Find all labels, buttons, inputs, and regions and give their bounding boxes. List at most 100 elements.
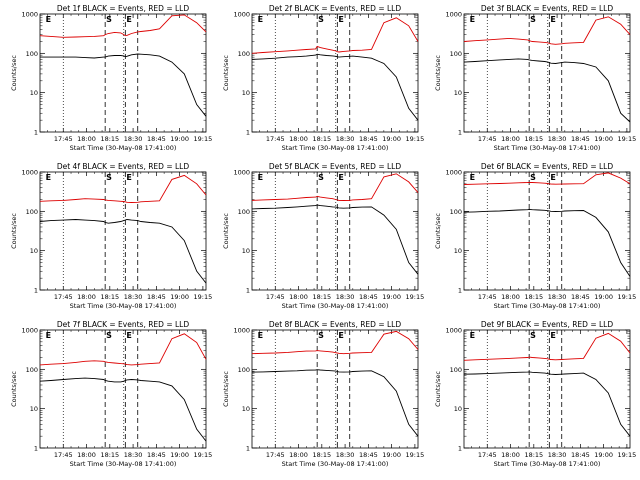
y-tick-label: 10: [454, 247, 462, 255]
marker-label: E: [46, 331, 51, 340]
marker-label: S: [530, 15, 536, 24]
marker-label: E: [470, 15, 475, 24]
chart-panel-4: Det 4f BLACK = Events, RED = LLD 1 10 100 10…: [10, 162, 212, 310]
y-tick-label: 100: [238, 208, 250, 216]
x-tick-label: 17:45: [478, 293, 497, 301]
chart-panel-3: Det 3f BLACK = Events, RED = LLD 1 10 100 10…: [434, 4, 636, 152]
marker-label: E: [550, 173, 555, 182]
y-tick-label: 1000: [21, 169, 38, 177]
x-tick-label: 19:15: [618, 451, 637, 459]
marker-label: E: [126, 173, 131, 182]
y-tick-label: 10: [454, 405, 462, 413]
events-series-line: [463, 58, 631, 123]
x-tick-label: 18:15: [100, 451, 119, 459]
y-tick-label: 10: [454, 89, 462, 97]
plot-frame: [463, 13, 631, 133]
marker-label: E: [258, 331, 263, 340]
lld-series-line: [463, 172, 631, 185]
y-tick-label: 1000: [445, 11, 462, 19]
marker-label: S: [318, 15, 324, 24]
y-tick-label: 10: [30, 405, 38, 413]
x-tick-label: 19:00: [594, 135, 613, 143]
events-series-line: [463, 208, 631, 277]
panel-title: Det 9f BLACK = Events, RED = LLD: [481, 320, 614, 329]
y-axis-label: Counts/sec: [10, 55, 18, 91]
chart-panel-1: Det 1f BLACK = Events, RED = LLD 1 10 100 10…: [10, 4, 212, 152]
x-axis-label: Start Time (30-May-08 17:41:00): [282, 302, 389, 310]
x-tick-label: 19:15: [406, 451, 425, 459]
x-tick-label: 18:00: [77, 293, 96, 301]
y-tick-label: 10: [30, 247, 38, 255]
panel-title: Det 4f BLACK = Events, RED = LLD: [57, 162, 190, 171]
chart-panel-8: Det 8f BLACK = Events, RED = LLD 1 10 100 10…: [222, 320, 424, 468]
x-tick-label: 19:15: [406, 293, 425, 301]
y-tick-label: 100: [450, 366, 462, 374]
x-axis-label: Start Time (30-May-08 17:41:00): [70, 144, 177, 152]
y-tick-label: 1000: [233, 11, 250, 19]
x-axis-label: Start Time (30-May-08 17:41:00): [494, 144, 601, 152]
marker-label: E: [470, 331, 475, 340]
marker-label: S: [318, 173, 324, 182]
chart-panel-6: Det 6f BLACK = Events, RED = LLD 1 10 100 10…: [434, 162, 636, 310]
lld-series-line: [251, 173, 419, 201]
y-axis-label: Counts/sec: [222, 55, 230, 91]
x-tick-label: 19:15: [618, 293, 637, 301]
marker-label: E: [338, 173, 343, 182]
x-tick-label: 19:00: [170, 451, 189, 459]
x-tick-label: 19:00: [382, 135, 401, 143]
x-tick-label: 17:45: [478, 135, 497, 143]
marker-label: E: [550, 331, 555, 340]
marker-label: E: [338, 331, 343, 340]
x-axis-label: Start Time (30-May-08 17:41:00): [282, 144, 389, 152]
marker-label: E: [258, 173, 263, 182]
y-tick-label: 1000: [233, 327, 250, 335]
lld-series-line: [39, 14, 207, 38]
y-tick-label: 1: [246, 445, 250, 453]
y-axis-label: Counts/sec: [222, 213, 230, 249]
x-tick-label: 18:15: [524, 451, 543, 459]
marker-label: E: [338, 15, 343, 24]
chart-panel-2: Det 2f BLACK = Events, RED = LLD 1 10 100 10…: [222, 4, 424, 152]
plot-frame: [251, 329, 419, 449]
y-tick-label: 1: [34, 287, 38, 295]
lld-series-line: [463, 332, 631, 361]
x-tick-label: 17:45: [266, 293, 285, 301]
events-series-line: [39, 377, 207, 442]
y-tick-label: 1: [458, 287, 462, 295]
y-tick-label: 1: [34, 445, 38, 453]
y-tick-label: 100: [238, 50, 250, 58]
x-tick-label: 18:00: [77, 135, 96, 143]
panel-title: Det 5f BLACK = Events, RED = LLD: [269, 162, 402, 171]
x-axis-label: Start Time (30-May-08 17:41:00): [70, 460, 177, 468]
x-tick-label: 17:45: [54, 293, 73, 301]
y-axis-label: Counts/sec: [10, 371, 18, 407]
x-tick-label: 18:00: [501, 293, 520, 301]
marker-label: S: [106, 173, 112, 182]
lld-series-line: [39, 174, 207, 203]
x-tick-label: 18:15: [100, 293, 119, 301]
y-tick-label: 1: [246, 129, 250, 137]
x-tick-label: 18:45: [571, 135, 590, 143]
x-tick-label: 19:15: [194, 451, 213, 459]
panel-title: Det 1f BLACK = Events, RED = LLD: [57, 4, 190, 13]
events-series-line: [251, 53, 419, 121]
marker-label: S: [106, 331, 112, 340]
lld-series-line: [39, 333, 207, 366]
y-tick-label: 1: [34, 129, 38, 137]
x-axis-label: Start Time (30-May-08 17:41:00): [494, 302, 601, 310]
y-tick-label: 10: [242, 89, 250, 97]
x-axis-label: Start Time (30-May-08 17:41:00): [494, 460, 601, 468]
y-tick-label: 1: [246, 287, 250, 295]
events-series-line: [251, 204, 419, 275]
y-axis-label: Counts/sec: [434, 55, 442, 91]
x-tick-label: 17:45: [266, 451, 285, 459]
x-tick-label: 18:00: [289, 135, 308, 143]
chart-panel-9: Det 9f BLACK = Events, RED = LLD 1 10 100 10…: [434, 320, 636, 468]
marker-label: S: [530, 173, 536, 182]
lld-series-line: [463, 16, 631, 45]
y-tick-label: 10: [242, 405, 250, 413]
marker-label: E: [46, 173, 51, 182]
y-tick-label: 1000: [21, 327, 38, 335]
x-tick-label: 19:00: [382, 293, 401, 301]
panel-title: Det 3f BLACK = Events, RED = LLD: [481, 4, 614, 13]
